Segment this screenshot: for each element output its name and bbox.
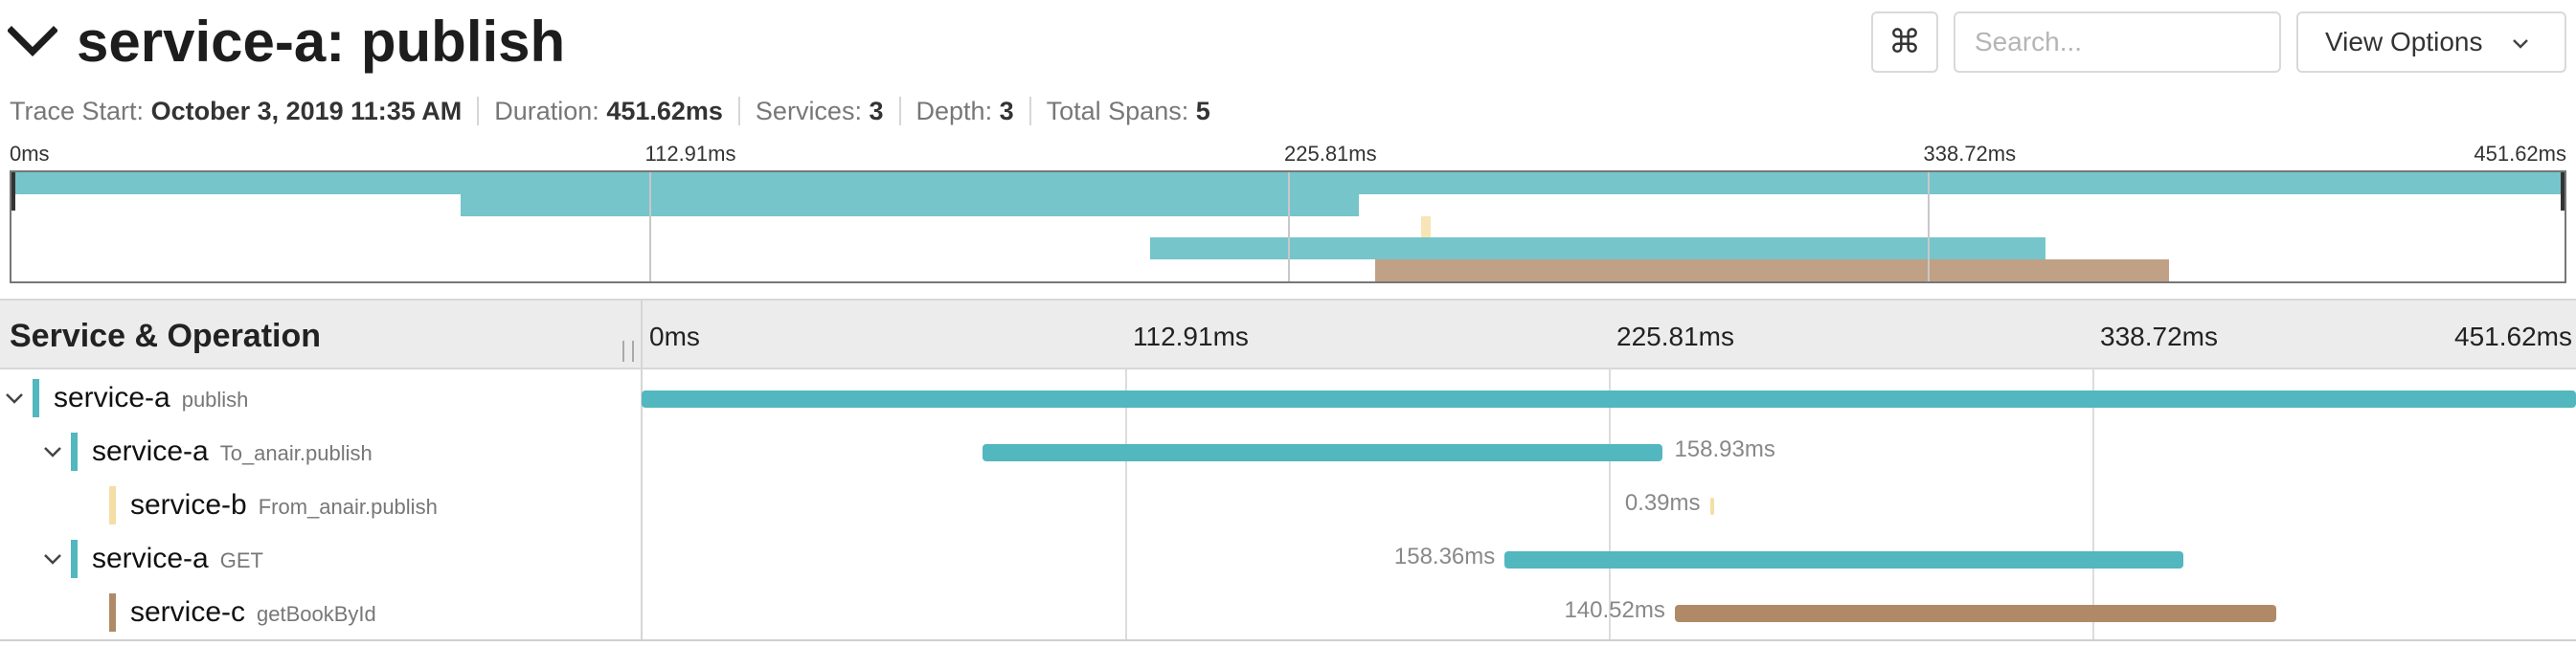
minimap-grid-line xyxy=(1927,172,1930,281)
operation-name: From_anair.publish xyxy=(258,495,438,519)
minimap-span-bar xyxy=(1374,259,2170,281)
operation-name: publish xyxy=(181,388,249,412)
span-name-cell[interactable]: service-a publish xyxy=(0,371,641,425)
span-service-name: service-a To_anair.publish xyxy=(92,433,373,473)
minimap-span-bar xyxy=(1150,237,2046,260)
search-input[interactable] xyxy=(1954,11,2281,73)
operation-name: GET xyxy=(219,548,263,572)
span-name-cell[interactable]: service-a GET xyxy=(0,532,641,586)
minimap-span-bar xyxy=(461,193,1360,216)
span-duration-bar[interactable] xyxy=(642,390,2576,408)
span-service-name: service-c getBookById xyxy=(130,593,376,634)
trace-depth: Depth: 3 xyxy=(915,96,1014,125)
span-row[interactable]: service-a GET 158.36ms xyxy=(0,532,2576,586)
divider xyxy=(0,639,2576,641)
minimap-span-bar xyxy=(1421,215,1432,238)
trace-start-value: October 3, 2019 11:35 AM xyxy=(150,96,463,125)
timeline-tick-label: 225.81ms xyxy=(1616,322,1734,351)
timeline-tick-label: 112.91ms xyxy=(1133,322,1249,351)
span-duration-bar[interactable] xyxy=(982,444,1663,461)
service-name: service-a xyxy=(54,382,170,413)
column-resizer-handle[interactable] xyxy=(622,341,634,362)
span-row[interactable]: service-b From_anair.publish 0.39ms xyxy=(0,479,2576,532)
trace-total-spans: Total Spans: 5 xyxy=(1046,96,1210,125)
total-spans-value: 5 xyxy=(1195,96,1210,125)
service-color-swatch xyxy=(33,379,39,417)
service-color-swatch xyxy=(71,433,78,471)
timeline-ruler: 0ms 112.91ms 225.81ms 338.72ms 451.62ms xyxy=(642,301,2576,371)
trace-duration: Duration: 451.62ms xyxy=(494,96,723,125)
minimap-tick-label: 112.91ms xyxy=(644,142,736,166)
span-duration-label: 0.39ms xyxy=(1624,490,1701,516)
page-title: service-a: publish xyxy=(77,10,566,74)
chevron-down-icon[interactable] xyxy=(42,548,63,569)
span-row[interactable]: service-a To_anair.publish 158.93ms xyxy=(0,425,2576,479)
span-duration-label: 158.36ms xyxy=(1393,544,1496,569)
minimap-tick-label: 338.72ms xyxy=(1923,142,2017,166)
minimap-tick-label: 225.81ms xyxy=(1284,142,1377,166)
span-service-name: service-a GET xyxy=(92,540,263,580)
chevron-down-icon[interactable] xyxy=(4,388,25,409)
chevron-down-icon[interactable] xyxy=(8,21,57,63)
span-row[interactable]: service-c getBookById 140.52ms xyxy=(0,586,2576,639)
trace-header: service-a: publish ⌘ View Options xyxy=(0,0,2576,88)
keyboard-shortcuts-button[interactable]: ⌘ xyxy=(1871,11,1938,73)
divider xyxy=(477,97,480,125)
service-name: service-a xyxy=(92,543,209,574)
service-name: service-a xyxy=(92,435,209,467)
service-color-swatch xyxy=(109,486,116,524)
timeline-tick-label: 338.72ms xyxy=(2100,322,2218,351)
span-row[interactable]: service-a publish xyxy=(0,371,2576,425)
timeline-grid-line xyxy=(2092,369,2094,641)
span-name-cell[interactable]: service-b From_anair.publish xyxy=(0,479,641,532)
minimap-right-handle[interactable] xyxy=(2561,172,2565,211)
span-duration-bar[interactable] xyxy=(1709,498,1714,515)
span-duration-label: 158.93ms xyxy=(1674,436,1775,462)
service-color-swatch xyxy=(109,593,116,632)
chevron-down-icon xyxy=(2513,39,2528,49)
service-name: service-b xyxy=(130,489,247,521)
minimap-grid-line xyxy=(648,172,651,281)
timeline-grid-line xyxy=(1125,369,1127,641)
minimap-tick-labels: 0ms 112.91ms 225.81ms 338.72ms 451.62ms xyxy=(10,142,2566,168)
span-duration-bar[interactable] xyxy=(1674,605,2277,622)
trace-table-header: Service & Operation 0ms 112.91ms 225.81ms 3… xyxy=(0,299,2576,369)
span-service-name: service-a publish xyxy=(54,379,248,419)
trace-start: Trace Start: October 3, 2019 11:35 AM xyxy=(10,96,463,125)
operation-name: To_anair.publish xyxy=(219,441,373,465)
timeline-grid-line xyxy=(1609,369,1611,641)
span-name-cell[interactable]: service-c getBookById xyxy=(0,586,641,639)
span-name-cell[interactable]: service-a To_anair.publish xyxy=(0,425,641,479)
minimap-tick-label: 451.62ms xyxy=(2474,142,2566,166)
minimap-left-handle[interactable] xyxy=(11,172,15,211)
minimap-tick-label: 0ms xyxy=(10,142,50,166)
view-options-label: View Options xyxy=(2325,27,2483,56)
trace-meta: Trace Start: October 3, 2019 11:35 AM Du… xyxy=(10,92,1210,130)
column-divider xyxy=(641,299,643,641)
depth-value: 3 xyxy=(999,96,1014,125)
span-service-name: service-b From_anair.publish xyxy=(130,486,438,526)
command-key-icon: ⌘ xyxy=(1888,24,1921,60)
timeline-tick-label: 451.62ms xyxy=(2454,322,2572,351)
trace-minimap[interactable] xyxy=(10,170,2566,283)
operation-name: getBookById xyxy=(257,602,376,626)
span-duration-bar[interactable] xyxy=(1504,551,2183,569)
chevron-down-icon[interactable] xyxy=(42,441,63,462)
timeline-tick-label: 0ms xyxy=(649,322,700,351)
divider xyxy=(737,97,740,125)
trace-services: Services: 3 xyxy=(755,96,884,125)
services-value: 3 xyxy=(869,96,884,125)
service-color-swatch xyxy=(71,540,78,578)
span-duration-label: 140.52ms xyxy=(1564,597,1665,623)
duration-value: 451.62ms xyxy=(606,96,723,125)
divider xyxy=(1028,97,1031,125)
view-options-dropdown[interactable]: View Options xyxy=(2296,11,2566,73)
minimap-grid-line xyxy=(1288,172,1290,281)
service-name: service-c xyxy=(130,596,246,628)
service-operation-column-title: Service & Operation xyxy=(10,318,322,354)
divider xyxy=(898,97,901,125)
